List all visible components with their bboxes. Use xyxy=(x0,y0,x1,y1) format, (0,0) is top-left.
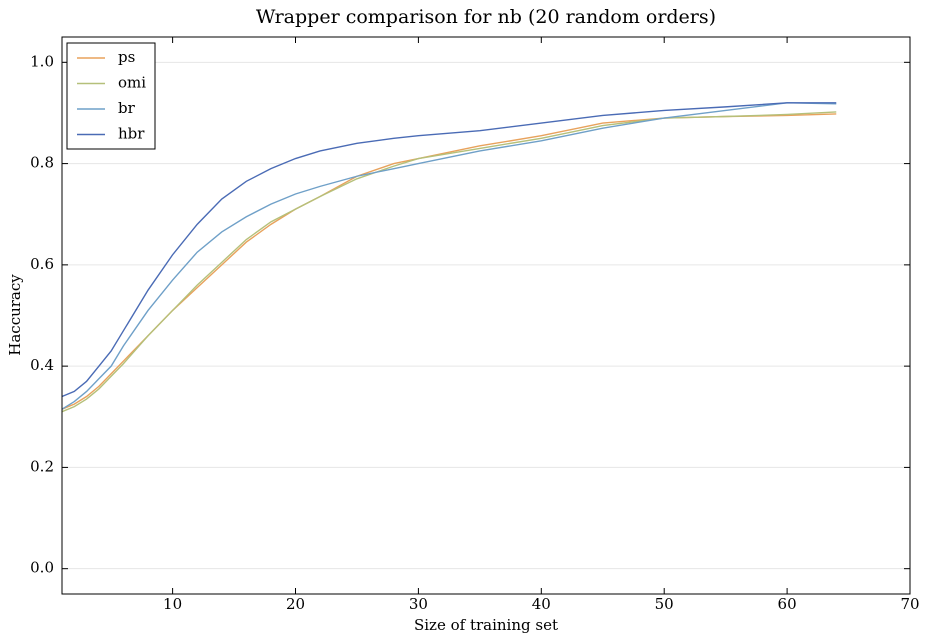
y-tick-label: 0.2 xyxy=(30,457,54,475)
x-tick-label: 30 xyxy=(409,595,428,613)
x-tick-label: 40 xyxy=(532,595,551,613)
legend-label: br xyxy=(118,99,136,117)
x-tick-label: 70 xyxy=(900,595,919,613)
x-tick-label: 10 xyxy=(163,595,182,613)
series-line xyxy=(61,113,837,410)
y-axis-label: Haccuracy xyxy=(6,274,24,356)
x-tick-label: 20 xyxy=(286,595,305,613)
legend-label: ps xyxy=(118,48,135,66)
x-tick-label: 50 xyxy=(655,595,674,613)
y-tick-label: 0.0 xyxy=(30,559,54,577)
series-line xyxy=(61,111,837,413)
legend-box xyxy=(66,42,156,150)
x-tick-label: 60 xyxy=(778,595,797,613)
plot-frame xyxy=(61,36,911,595)
series-line xyxy=(61,102,837,410)
legend-label: hbr xyxy=(118,125,145,143)
series-line xyxy=(61,102,837,398)
y-tick-label: 1.0 xyxy=(30,52,54,70)
x-axis-label: Size of training set xyxy=(414,616,558,634)
y-tick-label: 0.4 xyxy=(30,356,54,374)
legend-label: omi xyxy=(118,74,146,92)
y-tick-label: 0.8 xyxy=(30,154,54,172)
chart-title: Wrapper comparison for nb (20 random ord… xyxy=(256,6,716,28)
y-tick-label: 0.6 xyxy=(30,255,54,273)
